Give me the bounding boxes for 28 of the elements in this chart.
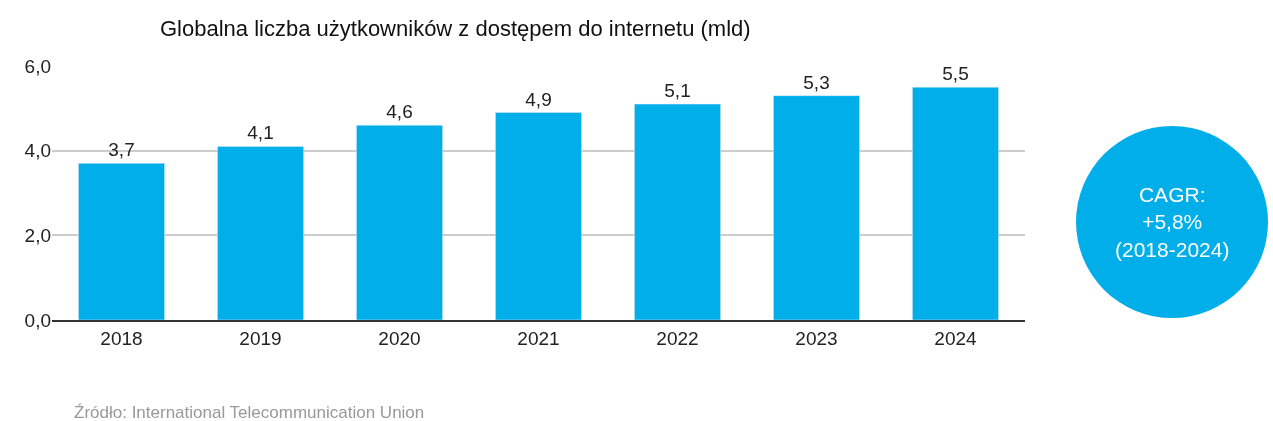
data-label: 4,1 [247, 122, 274, 144]
y-tick-label: 4,0 [24, 140, 51, 162]
bar [912, 86, 999, 320]
x-tick-label: 2019 [239, 327, 282, 349]
bar [634, 103, 721, 320]
x-tick-label: 2022 [656, 327, 699, 349]
bar [217, 146, 304, 320]
data-label: 5,1 [664, 80, 691, 102]
data-label: 5,5 [942, 63, 969, 85]
data-label: 3,7 [108, 139, 135, 161]
bar [356, 125, 443, 320]
y-tick-label: 6,0 [24, 55, 51, 77]
x-tick-label: 2023 [795, 327, 838, 349]
data-label: 4,6 [386, 101, 413, 123]
y-tick-label: 2,0 [24, 224, 51, 246]
x-tick-label: 2024 [934, 327, 978, 349]
y-tick-label: 0,0 [24, 309, 51, 331]
data-label: 4,9 [525, 88, 552, 110]
bar [78, 163, 165, 320]
x-tick-label: 2020 [378, 327, 421, 349]
bar [495, 112, 582, 320]
x-tick-label: 2018 [100, 327, 143, 349]
text: Źródło: International Telecommunication Union [74, 403, 425, 421]
text: CAGR: +5,8% (2018-2024) [1115, 183, 1230, 261]
x-tick-label: 2021 [517, 327, 560, 349]
chart-title: Globalna liczba użytkowników z dostępem do internetu (mld) [160, 15, 751, 41]
bar [773, 95, 860, 320]
data-label: 5,3 [803, 71, 830, 93]
